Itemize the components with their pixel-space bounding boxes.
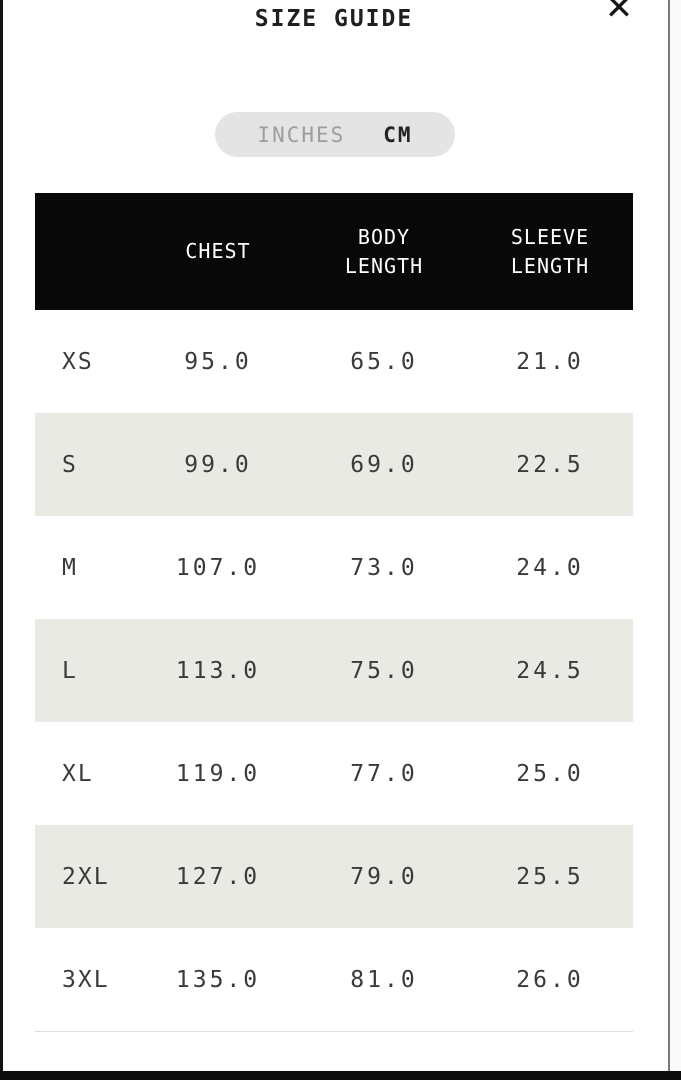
body-length-value: 75.0 [350,657,418,684]
header-chest: CHEST [185,239,251,263]
chest-value: 107.0 [175,554,261,581]
header-body-length: BODY LENGTH [344,224,424,278]
chest-value: 99.0 [184,451,252,478]
table-row: 2XL 127.0 79.0 25.5 [35,825,633,928]
chest-value: 127.0 [175,863,261,890]
unit-toggle[interactable]: INCHES CM [215,112,455,157]
table-row: M 107.0 73.0 24.0 [35,516,633,619]
body-length-value: 79.0 [350,863,418,890]
sleeve-length-value: 24.5 [516,657,584,684]
page-title: SIZE GUIDE [254,6,414,32]
sleeve-length-value: 25.0 [516,760,584,787]
table-row: L 113.0 75.0 24.5 [35,619,633,722]
bottom-black-bar [0,1071,681,1080]
size-label: 2XL [62,863,110,890]
chest-value: 113.0 [175,657,261,684]
sleeve-length-value: 25.5 [516,863,584,890]
chest-value: 135.0 [175,966,261,993]
header-sleeve-length: SLEEVE LENGTH [510,224,590,278]
size-guide-header: SIZE GUIDE ✕ [0,0,668,60]
unit-option-cm[interactable]: CM [383,122,413,147]
sleeve-length-value: 21.0 [516,348,584,375]
table-header-row: CHEST BODY LENGTH SLEEVE LENGTH [35,193,633,310]
table-row: XS 95.0 65.0 21.0 [35,310,633,413]
body-length-value: 73.0 [350,554,418,581]
left-black-edge [0,0,3,1080]
sleeve-length-value: 24.0 [516,554,584,581]
sleeve-length-value: 26.0 [516,966,584,993]
size-label: M [62,554,78,581]
table-row: XL 119.0 77.0 25.0 [35,722,633,825]
body-length-value: 69.0 [350,451,418,478]
table-row: S 99.0 69.0 22.5 [35,413,633,516]
size-label: 3XL [62,966,110,993]
chest-value: 95.0 [184,348,252,375]
right-background-strip [670,0,681,1080]
close-icon[interactable]: ✕ [597,0,641,30]
modal-right-border [668,0,670,1080]
size-label: XS [62,348,94,375]
body-length-value: 77.0 [350,760,418,787]
sleeve-length-value: 22.5 [516,451,584,478]
chest-value: 119.0 [175,760,261,787]
body-length-value: 81.0 [350,966,418,993]
bottom-divider [35,1031,633,1032]
size-label: XL [62,760,94,787]
unit-option-inches[interactable]: INCHES [257,122,346,147]
table-row: 3XL 135.0 81.0 26.0 [35,928,633,1031]
size-label: L [62,657,78,684]
size-label: S [62,451,78,478]
size-table: CHEST BODY LENGTH SLEEVE LENGTH XS 95.0 … [35,193,633,1031]
body-length-value: 65.0 [350,348,418,375]
